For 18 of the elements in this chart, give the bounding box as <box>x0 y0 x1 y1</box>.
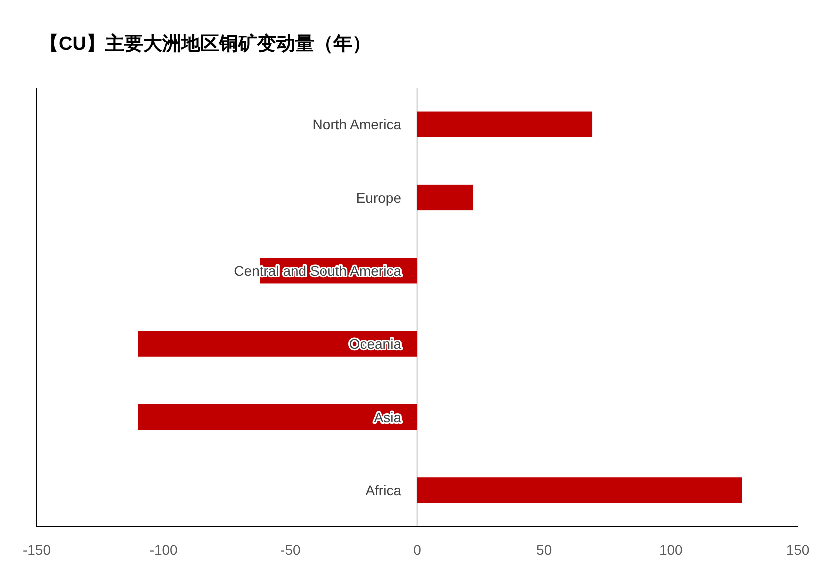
bar <box>418 478 742 504</box>
y-tick-label: Africa <box>366 482 402 498</box>
bar <box>138 404 418 430</box>
x-tick-label: 0 <box>414 542 422 558</box>
x-tick-label: 150 <box>786 542 810 558</box>
x-tick-label: 50 <box>536 542 552 558</box>
y-tick-label: Oceania <box>349 336 402 352</box>
y-tick-label: Asia <box>374 409 402 426</box>
bar <box>418 184 474 211</box>
x-tick-label: -150 <box>22 542 52 558</box>
bar <box>138 331 418 357</box>
x-tick-label: -50 <box>280 542 301 558</box>
y-tick-label: North America <box>312 116 402 133</box>
y-tick-label: Europe <box>356 190 402 206</box>
x-tick-label: 100 <box>659 542 684 558</box>
x-tick-label: -100 <box>150 542 178 558</box>
chart-title: 【CU】主要大洲地区铜矿变动量（年） <box>40 33 372 55</box>
bar <box>418 112 593 138</box>
